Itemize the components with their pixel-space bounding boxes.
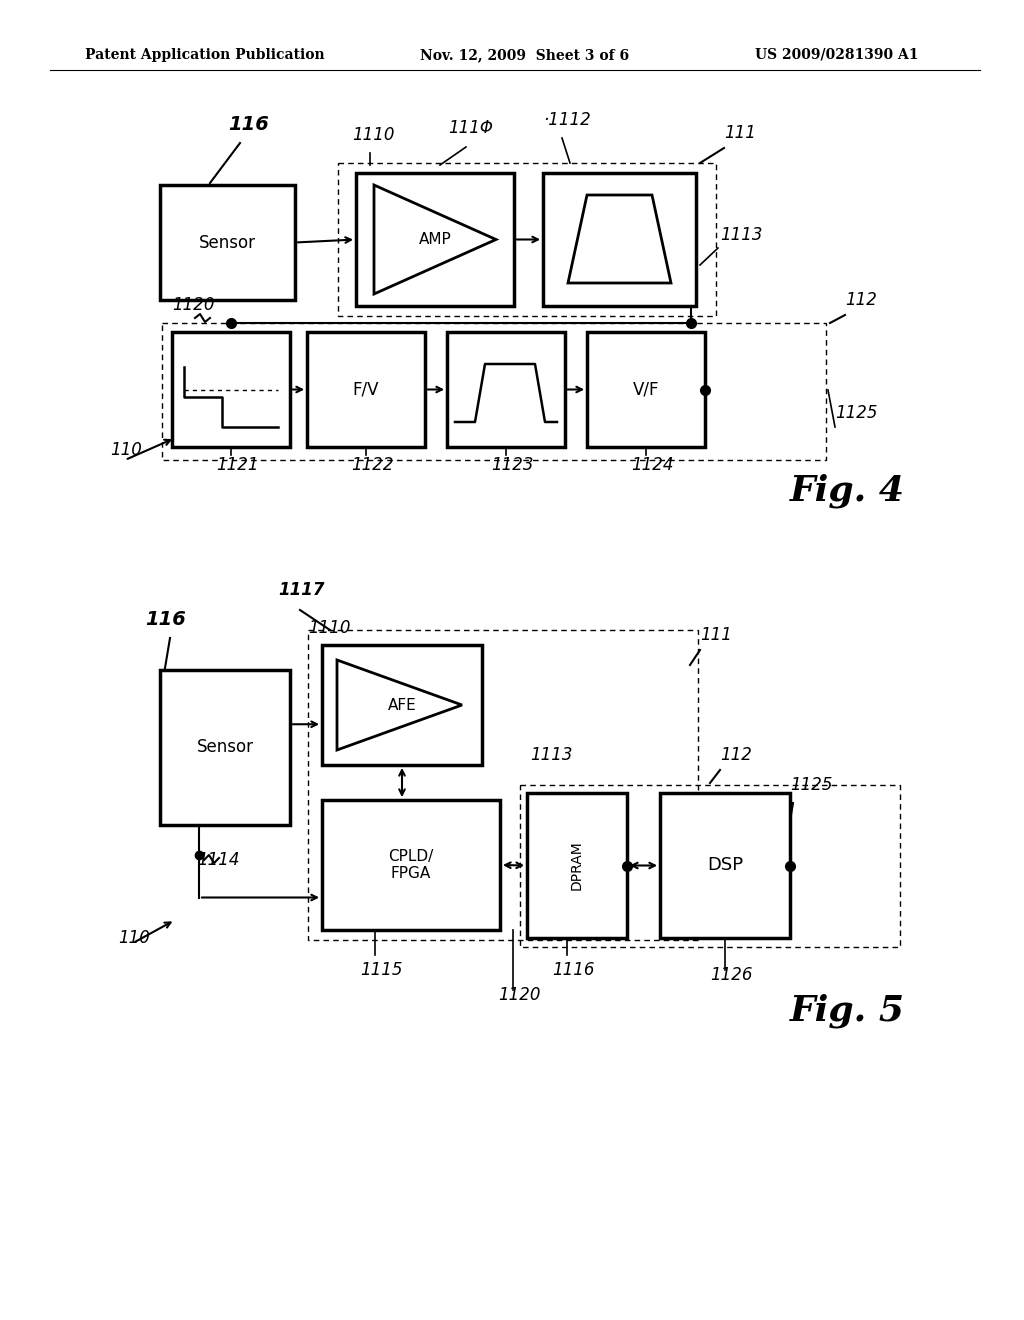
Text: 116: 116: [145, 610, 186, 630]
Bar: [162, 323, 826, 459]
Bar: [520, 785, 900, 946]
Text: 111: 111: [700, 626, 732, 644]
Bar: [160, 671, 290, 825]
Bar: [543, 173, 696, 306]
Text: 1126: 1126: [710, 966, 753, 983]
Bar: [308, 630, 698, 940]
Text: F/V: F/V: [352, 380, 379, 399]
Text: 111: 111: [724, 124, 756, 143]
Bar: [527, 793, 627, 939]
Text: DSP: DSP: [707, 857, 743, 874]
Text: 1124: 1124: [631, 455, 674, 474]
Bar: [322, 645, 482, 766]
Text: Fig. 4: Fig. 4: [790, 473, 905, 507]
Bar: [307, 333, 425, 447]
Text: 111Φ: 111Φ: [449, 119, 493, 137]
Text: 1116: 1116: [552, 961, 595, 979]
Text: 1123: 1123: [490, 455, 534, 474]
Text: 1113: 1113: [530, 746, 572, 764]
Text: 1117: 1117: [278, 581, 325, 599]
Text: AFE: AFE: [388, 697, 417, 713]
Text: 1110: 1110: [308, 619, 350, 638]
Text: US 2009/0281390 A1: US 2009/0281390 A1: [755, 48, 919, 62]
Text: 1120: 1120: [498, 986, 541, 1005]
Text: AMP: AMP: [419, 232, 452, 247]
Text: Sensor: Sensor: [199, 234, 256, 252]
Text: 1113: 1113: [720, 226, 763, 244]
Text: 1121: 1121: [216, 455, 258, 474]
Text: 1110: 1110: [352, 125, 394, 144]
Bar: [160, 185, 295, 300]
Text: 110: 110: [110, 441, 142, 459]
Text: Patent Application Publication: Patent Application Publication: [85, 48, 325, 62]
Text: 1122: 1122: [351, 455, 393, 474]
Bar: [172, 333, 290, 447]
Text: CPLD/
FPGA: CPLD/ FPGA: [388, 849, 433, 882]
Bar: [447, 333, 565, 447]
Text: 1125: 1125: [790, 776, 833, 795]
Text: 112: 112: [720, 746, 752, 764]
Text: 1114: 1114: [197, 851, 240, 869]
Text: Fig. 5: Fig. 5: [790, 993, 905, 1027]
Bar: [322, 800, 500, 931]
Text: 1125: 1125: [835, 404, 878, 422]
Text: ·1112: ·1112: [543, 111, 591, 129]
Text: 112: 112: [845, 290, 877, 309]
Bar: [660, 793, 790, 939]
Bar: [587, 333, 705, 447]
Text: 110: 110: [118, 929, 150, 946]
Text: 1115: 1115: [360, 961, 402, 979]
Bar: [356, 173, 514, 306]
Text: Nov. 12, 2009  Sheet 3 of 6: Nov. 12, 2009 Sheet 3 of 6: [420, 48, 629, 62]
Text: Sensor: Sensor: [197, 738, 254, 756]
Bar: [338, 162, 716, 315]
Text: 116: 116: [228, 115, 269, 135]
Text: V/F: V/F: [633, 380, 659, 399]
Text: 1120: 1120: [172, 296, 214, 314]
Text: DPRAM: DPRAM: [570, 841, 584, 891]
